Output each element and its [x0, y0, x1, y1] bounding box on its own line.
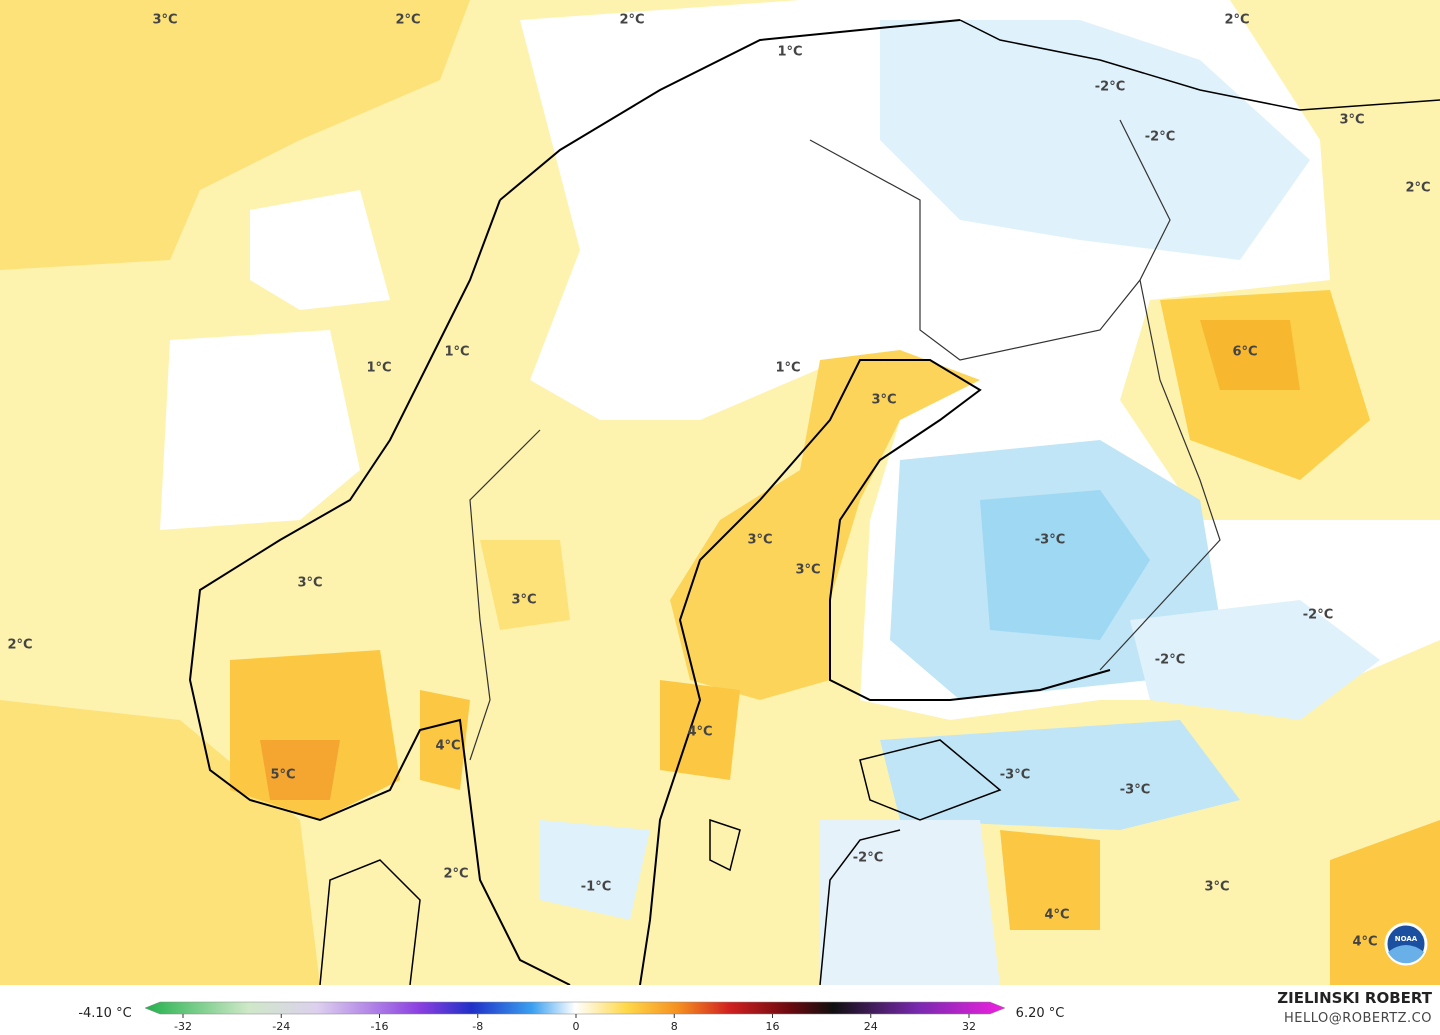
logo-text: NOAA	[1395, 935, 1418, 943]
contour-label: 3°C	[1339, 113, 1364, 128]
contour-label: 4°C	[1352, 935, 1377, 950]
contour-label: 5°C	[270, 768, 295, 783]
contour-label: 4°C	[687, 725, 712, 740]
contour-label: 4°C	[435, 739, 460, 754]
contour-labels: 3°C 2°C 2°C 2°C 1°C -2°C 3°C -2°C 2°C 6°C 1°C 1°C 1°…	[7, 13, 1430, 950]
contour-label: 2°C	[1405, 181, 1430, 196]
contour-label: 3°C	[297, 576, 322, 591]
contour-label: 3°C	[871, 393, 896, 408]
contour-label: 3°C	[511, 593, 536, 608]
colorbar-tick-label: -24	[272, 1020, 290, 1033]
colorbar-tick-label: -32	[174, 1020, 192, 1033]
colorbar	[144, 1001, 1006, 1015]
contour-label: -2°C	[1095, 80, 1125, 95]
contour-label: 2°C	[443, 867, 468, 882]
contour-label: -3°C	[1000, 768, 1030, 783]
contour-label: -3°C	[1035, 533, 1065, 548]
contour-label: -1°C	[581, 880, 611, 895]
legend-min: -4.10 °C	[78, 1006, 131, 1021]
contour-label: 1°C	[366, 361, 391, 376]
contour-label: 3°C	[1204, 880, 1229, 895]
contour-label: -2°C	[853, 851, 883, 866]
contour-label: 2°C	[7, 638, 32, 653]
contour-label: -2°C	[1145, 130, 1175, 145]
contour-label: 1°C	[444, 345, 469, 360]
colorbar-tick-label: 32	[962, 1020, 976, 1033]
contour-label: 4°C	[1044, 908, 1069, 923]
map-background	[0, 0, 1440, 986]
contour-label: -3°C	[1120, 783, 1150, 798]
colorbar-tick-label: 8	[671, 1020, 678, 1033]
credit-email: HELLO@ROBERTZ.CO	[1284, 1011, 1432, 1026]
legend-max: 6.20 °C	[1016, 1006, 1065, 1021]
colorbar-ticks: -32 -24 -16 -8 0 8 16 24 32	[174, 1014, 976, 1033]
colorbar-tick-label: 0	[573, 1020, 580, 1033]
contour-label: 1°C	[777, 45, 802, 60]
colorbar-tick-label: 24	[864, 1020, 878, 1033]
contour-label: 2°C	[395, 13, 420, 28]
colorbar-tick-label: -8	[472, 1020, 483, 1033]
contour-label: -2°C	[1155, 653, 1185, 668]
colorbar-tick-label: -16	[371, 1020, 389, 1033]
credit-author: ZIELINSKI ROBERT	[1277, 989, 1432, 1007]
contour-label: 2°C	[1224, 13, 1249, 28]
contour-label: 1°C	[775, 361, 800, 376]
contour-label: -2°C	[1303, 608, 1333, 623]
contour-label: 6°C	[1232, 345, 1257, 360]
contour-label: 3°C	[747, 533, 772, 548]
contour-label: 3°C	[152, 13, 177, 28]
contour-label: 2°C	[619, 13, 644, 28]
noaa-logo: NOAA	[1384, 922, 1428, 966]
contour-label: 3°C	[795, 563, 820, 578]
colorbar-tick-label: 16	[766, 1020, 780, 1033]
